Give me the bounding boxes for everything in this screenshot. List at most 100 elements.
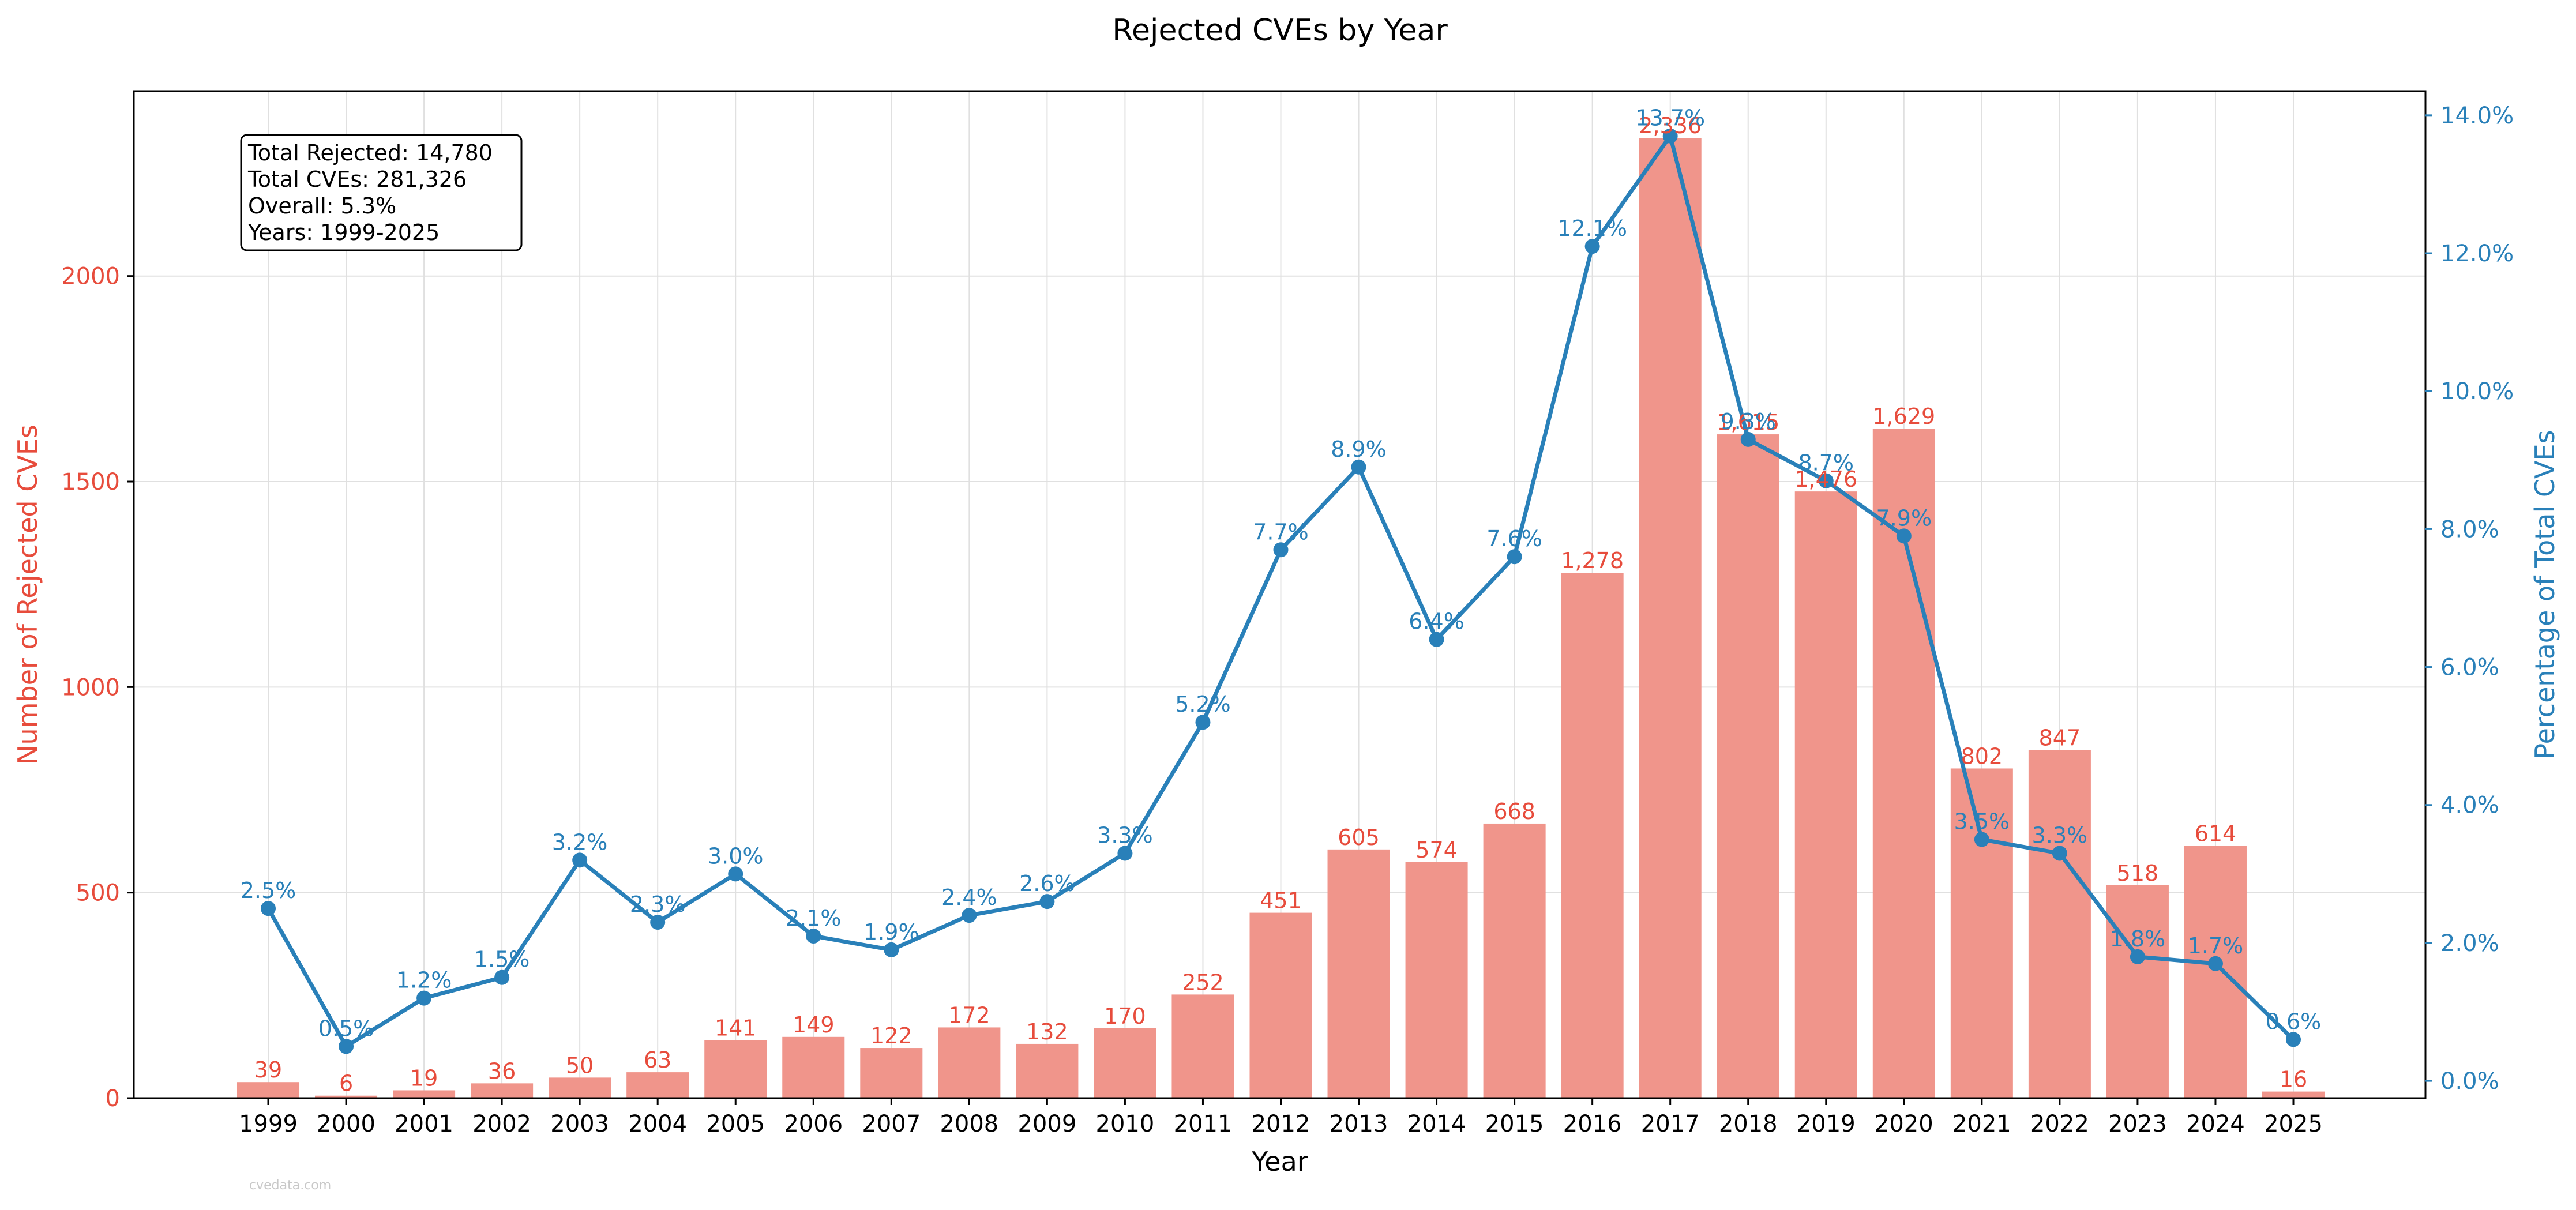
bar-2014 — [1405, 862, 1468, 1098]
bar-2010 — [1094, 1028, 1156, 1098]
line-point-2018 — [1740, 431, 1756, 447]
line-label-2008: 2.4% — [941, 885, 997, 910]
line-point-2002 — [494, 969, 510, 985]
y-tick-label-right: 6.0% — [2440, 655, 2499, 681]
x-tick-label-2013: 2013 — [1330, 1111, 1388, 1137]
x-tick-label-2018: 2018 — [1719, 1111, 1778, 1137]
line-label-2002: 1.5% — [474, 947, 530, 972]
data-labels: 39 6 19 36 50 63 141 149 122 172 132 170 252 451 605 57… — [241, 106, 2322, 1096]
bar-2013 — [1327, 849, 1390, 1098]
bar-2008 — [938, 1027, 1001, 1098]
bar-label-2004: 63 — [644, 1047, 671, 1073]
bar-2024 — [2184, 846, 2247, 1098]
bar-label-2000: 6 — [339, 1071, 353, 1096]
bar-label-2001: 19 — [410, 1065, 438, 1091]
line-point-2013 — [1351, 459, 1366, 475]
line-label-2025: 0.6% — [2266, 1009, 2322, 1034]
y-tick-label-left: 2000 — [61, 264, 120, 290]
line-point-2007 — [884, 942, 899, 957]
line-label-2005: 3.0% — [708, 843, 764, 869]
x-tick-label-2000: 2000 — [317, 1111, 375, 1137]
bar-label-2008: 172 — [948, 1002, 990, 1028]
x-tick-label-2003: 2003 — [550, 1111, 609, 1137]
line-label-1999: 2.5% — [241, 878, 296, 903]
bar-2017 — [1639, 138, 1702, 1099]
bar-label-2003: 50 — [566, 1053, 594, 1078]
line-label-2006: 2.1% — [786, 905, 842, 931]
line-point-2014 — [1429, 632, 1444, 647]
x-tick-label-2001: 2001 — [395, 1111, 453, 1137]
line-point-2019 — [1818, 473, 1834, 488]
line-label-2014: 6.4% — [1409, 609, 1465, 634]
axes: 1999 2000 2001 2002 2003 2004 2005 2006 2007 2008… — [61, 103, 2514, 1137]
line-point-2011 — [1195, 715, 1211, 730]
watermark: cvedata.com — [249, 1178, 331, 1193]
line-label-2022: 3.3% — [2032, 822, 2088, 848]
bar-label-1999: 39 — [254, 1057, 282, 1083]
line-label-2018: 9.3% — [1720, 409, 1776, 434]
x-tick-label-2015: 2015 — [1485, 1111, 1544, 1137]
bar-label-2017: 2,336 — [1639, 113, 1702, 138]
line-label-2001: 1.2% — [396, 968, 452, 993]
line-point-2024 — [2207, 956, 2223, 971]
x-tick-label-1999: 1999 — [239, 1111, 298, 1137]
bar-2016 — [1561, 573, 1624, 1098]
bar-label-2025: 16 — [2280, 1067, 2307, 1092]
summary-total-rejected: Total Rejected: 14,780 — [247, 140, 493, 166]
bar-label-2019: 1,476 — [1794, 467, 1857, 492]
y-tick-label-right: 12.0% — [2440, 241, 2514, 267]
x-tick-label-2024: 2024 — [2186, 1111, 2245, 1137]
x-tick-label-2011: 2011 — [1174, 1111, 1233, 1137]
line-label-2015: 7.6% — [1486, 526, 1542, 551]
y-axis-label-left: Number of Rejected CVEs — [12, 424, 43, 765]
line-label-2023: 1.8% — [2110, 926, 2166, 952]
line-point-2008 — [962, 908, 977, 923]
bar-2003 — [549, 1077, 611, 1098]
bar-label-2014: 574 — [1415, 837, 1458, 863]
x-tick-label-2006: 2006 — [784, 1111, 843, 1137]
line-label-2000: 0.5% — [318, 1016, 374, 1041]
bar-2018 — [1717, 434, 1779, 1098]
y-tick-label-right: 4.0% — [2440, 792, 2499, 819]
y-tick-label-right: 0.0% — [2440, 1068, 2499, 1095]
bar-label-2015: 668 — [1493, 799, 1535, 824]
summary-years: Years: 1999-2025 — [247, 220, 440, 245]
line-point-2025 — [2286, 1032, 2301, 1047]
line-point-2010 — [1117, 846, 1133, 861]
bar-2001 — [393, 1090, 456, 1098]
line-point-2003 — [572, 852, 588, 868]
line-point-2001 — [416, 990, 432, 1006]
line-label-2019: 8.7% — [1798, 450, 1854, 476]
summary-total-cves: Total CVEs: 281,326 — [247, 167, 467, 192]
summary-box: Total Rejected: 14,780 Total CVEs: 281,3… — [240, 134, 523, 251]
bar-label-2023: 518 — [2117, 860, 2159, 886]
bar-2011 — [1171, 994, 1234, 1098]
bar-2007 — [860, 1048, 923, 1098]
line-point-2020 — [1896, 528, 1912, 544]
x-tick-label-2008: 2008 — [940, 1111, 998, 1137]
bar-2000 — [315, 1095, 378, 1098]
bar-label-2006: 149 — [793, 1012, 835, 1038]
line-label-2007: 1.9% — [863, 919, 919, 945]
x-tick-label-2021: 2021 — [1952, 1111, 2011, 1137]
y-tick-label-right: 8.0% — [2440, 516, 2499, 543]
line-point-2022 — [2052, 846, 2067, 861]
x-tick-label-2016: 2016 — [1563, 1111, 1622, 1137]
line-point-2015 — [1507, 549, 1522, 565]
x-tick-label-2022: 2022 — [2030, 1111, 2089, 1137]
bar-2021 — [1950, 768, 2013, 1098]
line-label-2016: 12.1% — [1557, 216, 1627, 241]
bar-label-2016: 1,278 — [1561, 548, 1624, 573]
line-label-2011: 5.2% — [1175, 692, 1231, 717]
bar-2005 — [704, 1040, 767, 1098]
y-tick-label-right: 2.0% — [2440, 930, 2499, 957]
percentage-line — [261, 128, 2301, 1054]
line-label-2024: 1.7% — [2188, 933, 2244, 959]
line-point-2006 — [806, 928, 821, 944]
x-tick-label-2002: 2002 — [472, 1111, 531, 1137]
line-label-2009: 2.6% — [1019, 871, 1075, 896]
bar-label-2024: 614 — [2195, 821, 2237, 846]
line-label-2017: 13.7% — [1635, 106, 1705, 131]
line-label-2003: 3.2% — [552, 829, 608, 855]
